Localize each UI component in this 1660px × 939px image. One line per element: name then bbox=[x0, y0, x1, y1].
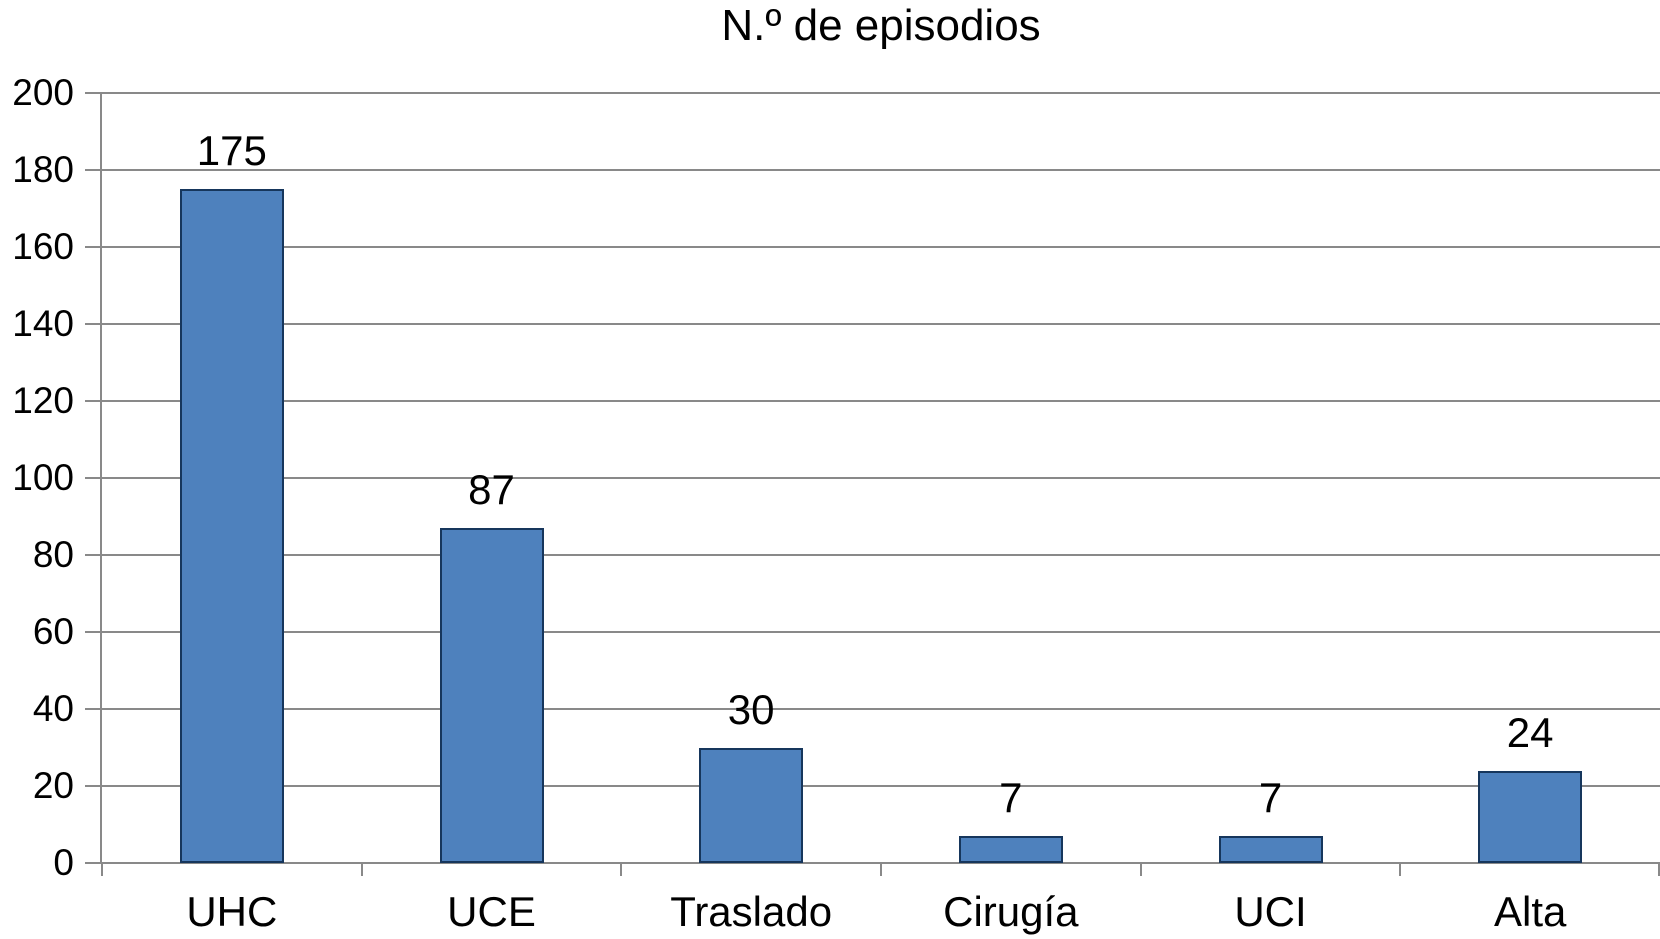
y-axis-tick bbox=[85, 477, 102, 479]
bar bbox=[958, 836, 1063, 863]
bar-value-label: 30 bbox=[727, 685, 775, 733]
gridline bbox=[102, 785, 1660, 787]
y-axis-tick-label: 0 bbox=[53, 842, 74, 883]
x-axis-tick bbox=[620, 862, 623, 876]
bar-value-label: 7 bbox=[999, 774, 1023, 822]
x-axis-tick bbox=[360, 862, 363, 876]
x-axis-label: UCE bbox=[447, 888, 536, 935]
gridline bbox=[102, 477, 1660, 479]
y-axis-tick bbox=[85, 631, 102, 633]
y-axis-tick bbox=[85, 554, 102, 556]
bar-value-label: 7 bbox=[1258, 774, 1283, 822]
y-axis-tick-label: 200 bbox=[12, 72, 74, 113]
bar-value-label: 87 bbox=[468, 466, 515, 514]
bar bbox=[439, 528, 544, 863]
y-axis-tick-label: 180 bbox=[12, 149, 74, 190]
y-axis-tick-label: 40 bbox=[32, 688, 74, 729]
y-axis-tick-label: 80 bbox=[32, 534, 74, 575]
x-axis bbox=[85, 862, 1660, 864]
gridline bbox=[102, 246, 1660, 248]
x-axis-tick bbox=[1399, 862, 1402, 876]
y-axis-tick bbox=[85, 785, 102, 787]
x-axis-label: UHC bbox=[186, 888, 278, 935]
gridline bbox=[102, 323, 1660, 325]
y-axis-tick bbox=[85, 92, 102, 94]
bar-value-label: 175 bbox=[196, 127, 267, 175]
y-axis-tick-label: 160 bbox=[12, 226, 74, 267]
bar bbox=[1478, 770, 1583, 863]
x-axis-label: Traslado bbox=[670, 888, 833, 935]
y-axis-tick bbox=[85, 169, 102, 171]
bar-value-label: 24 bbox=[1506, 708, 1554, 756]
bar bbox=[1218, 836, 1323, 863]
y-axis-tick bbox=[85, 246, 102, 248]
x-axis-tick bbox=[880, 862, 882, 876]
gridline bbox=[102, 169, 1660, 171]
x-axis-label: Cirugía bbox=[943, 888, 1079, 935]
bar bbox=[179, 189, 284, 863]
gridline bbox=[102, 708, 1660, 710]
y-axis-tick bbox=[85, 708, 102, 710]
x-axis-tick bbox=[1658, 862, 1660, 876]
x-axis-label: UCI bbox=[1234, 888, 1307, 935]
x-axis-tick bbox=[101, 862, 103, 876]
gridline bbox=[102, 631, 1660, 633]
gridline bbox=[102, 554, 1660, 556]
y-axis-tick-label: 140 bbox=[12, 303, 74, 344]
y-axis-tick bbox=[85, 323, 102, 325]
y-axis-tick-label: 20 bbox=[32, 765, 74, 806]
x-axis-tick bbox=[1139, 862, 1142, 876]
y-axis bbox=[100, 93, 102, 863]
y-axis-tick-label: 120 bbox=[12, 380, 74, 421]
y-axis-tick bbox=[85, 400, 102, 402]
x-axis-label: Alta bbox=[1493, 888, 1567, 935]
gridline bbox=[102, 92, 1660, 94]
y-axis-tick-label: 60 bbox=[32, 611, 74, 652]
bar bbox=[699, 747, 804, 863]
y-axis-tick-label: 100 bbox=[12, 457, 74, 498]
gridline bbox=[102, 400, 1660, 402]
chart-title: N.º de episodios bbox=[721, 1, 1041, 50]
